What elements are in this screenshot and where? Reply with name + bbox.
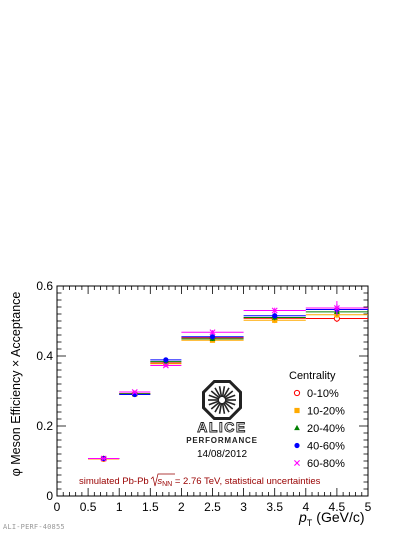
data-point	[131, 389, 138, 396]
legend-entry: 40-60%	[294, 441, 345, 453]
x-tick-label: 4.5	[329, 500, 346, 514]
legend-entry: 20-40%	[294, 423, 345, 435]
logo-ray	[222, 402, 230, 413]
logo-ray	[218, 402, 223, 414]
annotation: simulated Pb-Pb sNN = 2.76 TeV, statisti…	[79, 476, 321, 488]
x-tick-label: 0	[54, 500, 61, 514]
x-tick-label: 4	[302, 500, 309, 514]
x-tick-label: 0.5	[80, 500, 97, 514]
x-tick-label: 1	[116, 500, 123, 514]
data-point	[272, 317, 278, 323]
data-point	[272, 313, 278, 319]
legend-marker	[294, 460, 300, 466]
x-tick-label: 3.5	[266, 500, 283, 514]
data-point	[162, 362, 169, 369]
legend-label: 60-80%	[307, 458, 345, 470]
data-point	[333, 305, 340, 312]
alice-logo: ALICE PERFORMANCE 14/08/2012	[186, 380, 257, 460]
legend-marker	[294, 424, 300, 431]
legend-marker	[294, 442, 300, 449]
octagon-outline	[202, 380, 242, 420]
legend-entry: 60-80%	[294, 458, 345, 470]
tick-labels: 0 0.5 1 1.5 2 2.5 3 3.5 4 4.5 5 0 0.2 0.4 0.6	[36, 279, 371, 514]
logo-ray	[208, 400, 220, 406]
logo-ray	[224, 400, 236, 406]
legend-entry: 0-10%	[293, 388, 339, 400]
x-tick-label: 2.5	[204, 500, 221, 514]
logo-line1: ALICE	[197, 419, 247, 435]
x-tick-label: 2	[178, 500, 185, 514]
y-tick-label: 0.6	[36, 279, 53, 293]
data-point	[100, 455, 107, 462]
sqrt-sign	[150, 473, 175, 487]
data-point	[209, 334, 216, 340]
y-tick-label: 0	[46, 489, 53, 503]
logo-ray	[210, 401, 221, 410]
logo-ray	[210, 390, 221, 399]
data-point	[271, 307, 278, 314]
legend-label: 40-60%	[307, 441, 345, 453]
legend-label: 20-40%	[307, 423, 345, 435]
logo-ray	[214, 402, 222, 413]
logo-ray	[208, 394, 220, 400]
x-tick-label: 5	[365, 500, 372, 514]
x-axis-label: pT (GeV/c)	[298, 509, 365, 528]
logo-ray	[221, 402, 226, 414]
series-60-80%	[88, 301, 368, 462]
legend-entry: 10-20%	[294, 406, 345, 418]
legend-marker	[294, 407, 300, 414]
data-point	[209, 329, 216, 336]
logo-date: 14/08/2012	[197, 449, 247, 460]
y-axis-label: φ Meson Efficiency × Acceptance	[9, 292, 23, 477]
ticks	[56, 285, 369, 497]
y-tick-label: 0.2	[36, 419, 53, 433]
x-tick-label: 1.5	[142, 500, 159, 514]
legend-label: 0-10%	[307, 388, 339, 400]
logo-ray	[221, 386, 226, 398]
y-tick-label: 0.4	[36, 349, 53, 363]
logo-ray	[222, 387, 230, 398]
logo-ray	[223, 390, 234, 399]
legend-marker	[293, 389, 301, 397]
logo-ray	[214, 387, 222, 398]
alice-octagon-icon	[202, 380, 242, 420]
logo-ray	[224, 394, 236, 400]
data-marks	[88, 301, 368, 462]
x-tick-label: 3	[240, 500, 247, 514]
legend: Centrality 0-10% 10-20% 20-40% 40-60% 60-80%	[289, 370, 345, 470]
data-point	[163, 357, 169, 363]
logo-ray	[223, 401, 234, 410]
legend-label: 10-20%	[307, 406, 345, 418]
logo-ray	[218, 386, 223, 398]
figure-id: ALI-PERF-40855	[3, 523, 65, 531]
logo-line2: PERFORMANCE	[186, 436, 257, 445]
legend-title: Centrality	[289, 370, 336, 382]
